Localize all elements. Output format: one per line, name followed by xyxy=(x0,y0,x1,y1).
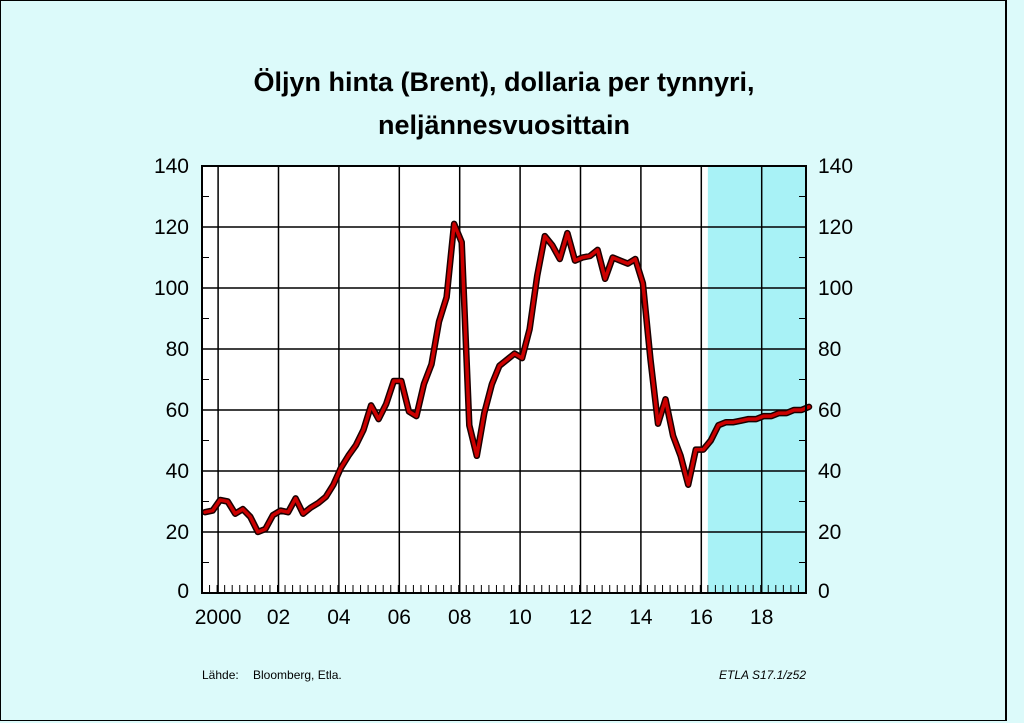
y-tick-label-left: 140 xyxy=(154,155,189,178)
x-tick-label: 12 xyxy=(569,606,592,629)
x-tick-label: 14 xyxy=(629,606,653,629)
y-tick-label-right: 80 xyxy=(818,338,841,361)
chart-title-line-2: neljännesvuosittain xyxy=(378,110,630,140)
x-tick-label: 08 xyxy=(448,606,471,629)
y-tick-label-right: 40 xyxy=(818,460,841,483)
y-axis-right: 0 20 40 60 80 100 120 140 xyxy=(818,155,853,603)
x-tick-label: 02 xyxy=(267,606,290,629)
x-tick-label: 2000 xyxy=(195,606,242,629)
x-axis: 2000 02 04 06 08 10 12 14 16 18 xyxy=(195,606,774,629)
x-tick-label: 18 xyxy=(750,606,773,629)
y-tick-label-left: 120 xyxy=(154,216,189,239)
y-tick-label-left: 40 xyxy=(166,460,189,483)
source-label: Lähde: xyxy=(202,668,239,682)
y-tick-label-left: 100 xyxy=(154,277,189,300)
y-tick-label-left: 20 xyxy=(166,521,189,544)
y-tick-label-right: 140 xyxy=(818,155,853,178)
y-tick-label-right: 0 xyxy=(818,580,830,603)
source-text: Bloomberg, Etla. xyxy=(253,668,342,682)
x-tick-label: 16 xyxy=(690,606,713,629)
y-tick-label-left: 0 xyxy=(177,580,189,603)
chart-title-line-1: Öljyn hinta (Brent), dollaria per tynnyr… xyxy=(253,67,754,97)
x-tick-label: 10 xyxy=(508,606,531,629)
x-tick-label: 04 xyxy=(327,606,351,629)
y-axis-left: 0 20 40 60 80 100 120 140 xyxy=(154,155,189,603)
forecast-shading xyxy=(707,166,806,593)
y-tick-label-right: 20 xyxy=(818,521,841,544)
y-tick-label-left: 80 xyxy=(166,338,189,361)
plot-border xyxy=(201,165,807,594)
y-tick-label-right: 100 xyxy=(818,277,853,300)
x-tick-label: 06 xyxy=(388,606,411,629)
plot-background xyxy=(202,166,806,593)
chart-code: ETLA S17.1/z52 xyxy=(719,668,806,682)
minor-x-ticks xyxy=(209,585,799,593)
series-line-brent-price-inner xyxy=(203,222,811,534)
y-tick-label-left: 60 xyxy=(166,399,189,422)
y-tick-label-right: 60 xyxy=(818,399,841,422)
y-tick-label-right: 120 xyxy=(818,216,853,239)
